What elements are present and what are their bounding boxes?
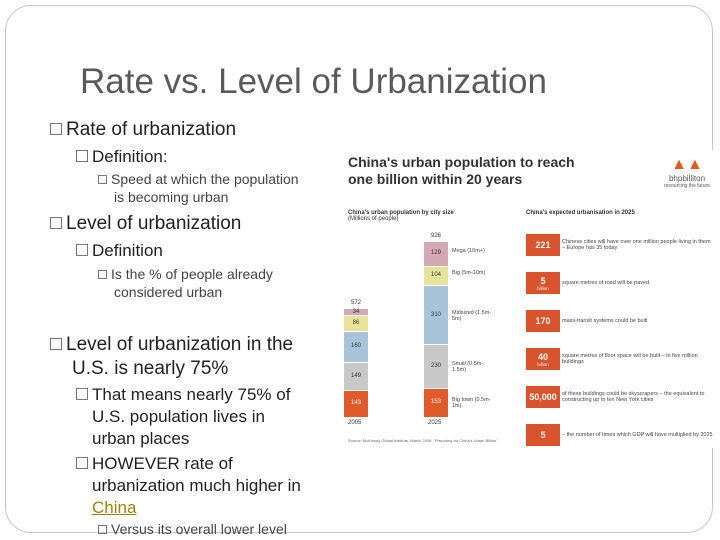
expectation-text: – the number of times which GDP will hav…: [562, 431, 713, 438]
bar-segment: [344, 390, 368, 417]
bullet-us-level: Level of urbanization in the: [50, 334, 293, 356]
segment-label: Midsized (1.5m-5m): [452, 309, 492, 322]
expectation-value: 5 billion: [526, 272, 560, 294]
checkbox-bullet-icon: [98, 175, 107, 184]
bullet-however-cont: urbanization much higher in: [92, 476, 301, 495]
checkbox-bullet-icon: [76, 150, 88, 162]
expectation-row: 50,000 of these buildings could be skyscr…: [526, 386, 716, 408]
checkbox-bullet-icon: [50, 123, 62, 135]
expectation-row: 5– the number of times which GDP will ha…: [526, 424, 716, 446]
expectation-text: square metres of floor space will be bui…: [562, 352, 698, 366]
bar-segment: [424, 345, 448, 388]
expectation-text: Chinese cities will have over one millio…: [562, 238, 711, 252]
right-subtitle: China's expected urbanisation in 2025: [526, 210, 635, 216]
figure-title: China's urban population to reach one bi…: [348, 154, 575, 187]
segment-label: Small (0.5m-1.5m): [452, 361, 484, 374]
bar-value-label: 160: [350, 343, 361, 350]
checkbox-bullet-icon: [98, 270, 107, 279]
bullet-percent: Is the % of people already: [98, 266, 273, 282]
expectation-row: 170 mass-transit systems could be built: [526, 310, 716, 332]
bar-value-label: 86: [352, 319, 360, 326]
figure-source: Source: McKinsey Global Institute, March…: [348, 438, 498, 443]
bullet-percent-cont: considered urban: [114, 284, 223, 300]
china-link[interactable]: China: [92, 498, 137, 517]
expectation-text: of these buildings could be skyscrapers …: [562, 390, 705, 404]
bar-total-label: 926: [430, 233, 441, 240]
checkbox-bullet-icon: [76, 457, 88, 469]
bar-value-label: 310: [430, 311, 441, 318]
expectation-text: square metres of road will be paved: [562, 279, 650, 286]
expectation-text: mass-transit systems could be built: [562, 317, 648, 324]
bar-value-label: 104: [430, 272, 441, 279]
bar-segment: [424, 388, 448, 417]
china-urbanization-figure: China's urban population to reach one bi…: [340, 150, 718, 448]
bullet-rate: Rate of urbanization: [50, 119, 236, 141]
year-label: 2005: [348, 420, 362, 426]
bullet-that-means: That means nearly 75% of: [76, 385, 290, 405]
expectation-row: 5 billion square metres of road will be pa…: [526, 272, 716, 294]
bar-segment: [424, 266, 448, 286]
expectation-row: 221 Chinese cities will have over one mil…: [526, 234, 716, 256]
checkbox-bullet-icon: [50, 217, 62, 229]
bullet-definition-1: Definition:: [76, 147, 168, 167]
expectation-value: 221: [526, 234, 560, 256]
year-label: 2025: [428, 420, 442, 426]
bar-segment: [344, 332, 368, 362]
expectation-row: 40 billion square metres of floor space wi…: [526, 348, 716, 370]
bar-segment: [344, 315, 368, 332]
bullet-that-means-cont2: urban places: [92, 429, 190, 448]
checkbox-bullet-icon: [50, 338, 62, 350]
logo-mark-icon: ▲▲: [671, 156, 703, 173]
checkbox-bullet-icon: [76, 244, 88, 256]
expectation-value: 50,000: [526, 386, 560, 408]
bar-value-label: 153: [430, 399, 441, 406]
bar-value-label: 230: [430, 363, 441, 370]
bullet-speed-cont: is becoming urban: [114, 189, 229, 205]
bhp-logo: ▲▲ bhpbilliton resourcing the future: [662, 156, 712, 189]
expectation-value: 170: [526, 310, 560, 332]
bullet-level: Level of urbanization: [50, 213, 241, 235]
bullet-speed: Speed at which the population: [98, 171, 299, 187]
bullet-however: HOWEVER rate of: [76, 454, 233, 474]
bar-value-label: 34: [352, 308, 360, 315]
bar-value-label: 129: [430, 250, 441, 257]
segment-label: Big (5m-10m): [452, 270, 486, 277]
segment-label: Mega (10m+): [452, 248, 485, 255]
bar-segment: [344, 362, 368, 390]
bar-segment: [424, 286, 448, 345]
bullet-definition-2: Definition: [76, 241, 163, 261]
slide-title: Rate vs. Level of Urbanization: [80, 62, 547, 101]
bullet-versus: Versus its overall lower level: [98, 521, 287, 537]
bar-segment: [424, 242, 448, 266]
bullet-us-level-cont: U.S. is nearly 75%: [72, 358, 229, 379]
bar-value-label: 143: [350, 400, 361, 407]
bar-total-label: 572: [350, 300, 361, 307]
bullet-that-means-cont1: U.S. population lives in: [92, 407, 265, 426]
checkbox-bullet-icon: [98, 525, 107, 534]
left-subtitle: China's urban population by city size (M…: [348, 210, 454, 222]
bar-value-label: 149: [350, 372, 361, 379]
expectation-value: 40 billion: [526, 348, 560, 370]
segment-label: Big town (0.5m-1m): [452, 397, 491, 410]
bar-segment: [344, 309, 368, 315]
expectation-value: 5: [526, 424, 560, 446]
checkbox-bullet-icon: [76, 388, 88, 400]
